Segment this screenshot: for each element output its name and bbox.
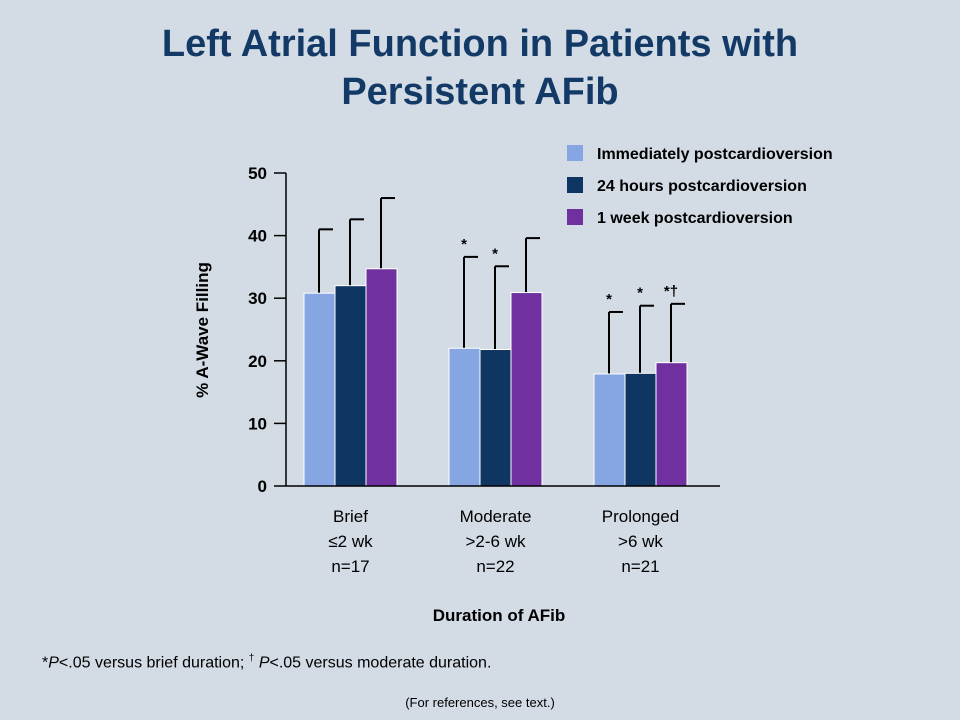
significance-label: * — [492, 245, 498, 262]
y-tick-label: 10 — [248, 414, 267, 433]
x-axis-label: Duration of AFib — [433, 606, 566, 625]
references-note: (For references, see text.) — [405, 695, 555, 710]
x-tick-label: ≤2 wk — [328, 532, 373, 551]
y-axis-label: % A-Wave Filling — [193, 262, 212, 398]
footnote-p2: P — [258, 654, 270, 672]
bar — [593, 373, 626, 487]
significance-label: * — [461, 236, 467, 253]
footnote-text-2: <.05 versus moderate duration. — [269, 654, 492, 672]
title-line-2: Persistent AFib — [341, 71, 619, 113]
x-tick-label: Moderate — [460, 507, 532, 526]
title-line-1: Left Atrial Function in Patients with — [161, 23, 799, 65]
x-tick-label: Brief — [333, 507, 368, 526]
footnote: *P<.05 versus brief duration; † P<.05 ve… — [42, 653, 491, 672]
legend-label: 24 hours postcardioversion — [597, 178, 807, 195]
x-tick-label: >2-6 wk — [466, 532, 526, 551]
x-tick-label: n=21 — [621, 557, 659, 576]
x-tick-label: n=22 — [476, 557, 514, 576]
y-tick-label: 30 — [248, 289, 267, 308]
bar — [510, 292, 543, 487]
x-tick-label: n=17 — [331, 557, 369, 576]
bar — [655, 362, 688, 487]
footnote-p1: P — [48, 654, 59, 672]
x-tick-label: Prolonged — [602, 507, 680, 526]
page-title: Left Atrial Function in Patients with Pe… — [0, 20, 960, 116]
y-tick-label: 40 — [248, 227, 267, 246]
x-tick-label: >6 wk — [618, 532, 663, 551]
significance-label: *† — [664, 283, 678, 300]
bar — [365, 268, 398, 487]
y-tick-label: 0 — [258, 477, 267, 496]
y-tick-label: 20 — [248, 352, 267, 371]
bar — [303, 292, 336, 487]
significance-label: * — [637, 285, 643, 302]
bar — [448, 347, 481, 487]
footnote-star: * — [42, 654, 49, 672]
bar — [479, 349, 512, 487]
legend-swatch — [567, 209, 583, 225]
legend-swatch — [567, 145, 583, 161]
footnote-dagger: † — [248, 653, 255, 664]
bar — [334, 285, 367, 487]
bar — [624, 372, 657, 487]
legend-swatch — [567, 177, 583, 193]
significance-label: * — [606, 291, 612, 308]
footnote-text-1: <.05 versus brief duration; — [58, 654, 249, 672]
legend-label: 1 week postcardioversion — [597, 210, 793, 227]
y-tick-label: 50 — [248, 164, 267, 183]
legend-label: Immediately postcardioversion — [597, 146, 833, 163]
